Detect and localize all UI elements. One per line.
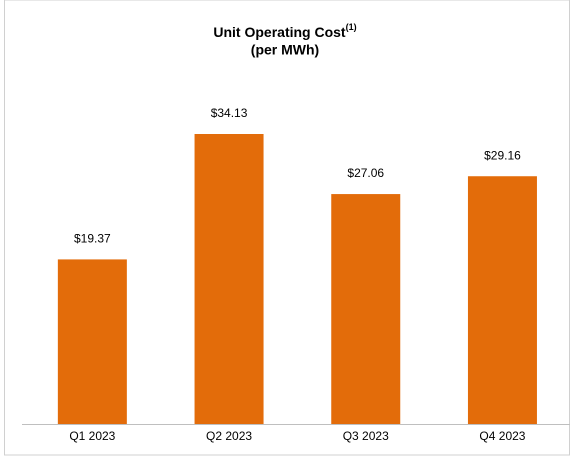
x-tick-label: Q2 2023 — [206, 429, 252, 443]
bar — [331, 194, 401, 424]
bar — [467, 176, 537, 424]
data-label: $29.16 — [484, 148, 521, 162]
data-label: $27.06 — [347, 166, 384, 180]
title-text: Unit Operating Cost — [213, 24, 346, 40]
x-tick-label: Q1 2023 — [69, 429, 115, 443]
bar — [194, 134, 264, 424]
x-tick-label: Q3 2023 — [343, 429, 389, 443]
chart-title: Unit Operating Cost(1) — [213, 22, 356, 39]
data-label: $34.13 — [211, 106, 248, 120]
title-note: (1) — [346, 22, 357, 32]
x-tick-label: Q4 2023 — [479, 429, 525, 443]
data-label: $19.37 — [74, 232, 111, 246]
bar — [57, 259, 127, 424]
chart-subtitle: (per MWh) — [251, 42, 319, 58]
